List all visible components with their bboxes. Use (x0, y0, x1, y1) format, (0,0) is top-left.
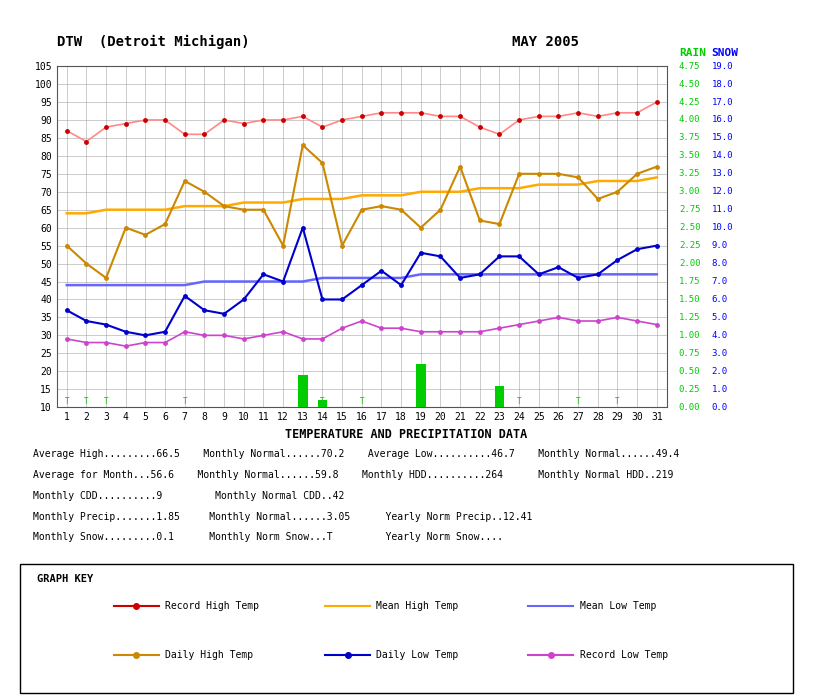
Text: DTW  (Detroit Michigan): DTW (Detroit Michigan) (57, 35, 250, 49)
Text: GRAPH KEY: GRAPH KEY (37, 574, 93, 584)
Text: Daily Low Temp: Daily Low Temp (376, 650, 459, 660)
Text: 0.50: 0.50 (679, 367, 700, 376)
Text: Record Low Temp: Record Low Temp (580, 650, 667, 660)
Text: 2.0: 2.0 (711, 367, 728, 376)
Text: RAIN: RAIN (679, 48, 706, 58)
Text: 3.25: 3.25 (679, 169, 700, 178)
Text: T: T (84, 397, 89, 406)
Text: 10.0: 10.0 (711, 223, 733, 232)
Text: 1.75: 1.75 (679, 277, 700, 286)
Text: 15.0: 15.0 (711, 134, 733, 143)
Text: Average High.........66.5    Monthly Normal......70.2    Average Low..........46: Average High.........66.5 Monthly Normal… (33, 449, 679, 459)
Text: 0.00: 0.00 (679, 403, 700, 411)
Text: 1.0: 1.0 (711, 385, 728, 394)
Text: 13.0: 13.0 (711, 169, 733, 178)
Text: 19.0: 19.0 (711, 62, 733, 70)
Text: 0.25: 0.25 (679, 385, 700, 394)
Bar (318, 400, 328, 407)
Text: 9.0: 9.0 (711, 241, 728, 250)
Text: 1.00: 1.00 (679, 331, 700, 340)
Text: T: T (104, 397, 108, 406)
Text: 2.50: 2.50 (679, 223, 700, 232)
Bar (298, 375, 307, 407)
Text: 4.75: 4.75 (679, 62, 700, 70)
Text: Mean Low Temp: Mean Low Temp (580, 601, 656, 611)
Text: 17.0: 17.0 (711, 97, 733, 106)
Text: 5.0: 5.0 (711, 313, 728, 322)
Text: Monthly Snow.........0.1      Monthly Norm Snow...T         Yearly Norm Snow....: Monthly Snow.........0.1 Monthly Norm Sn… (33, 532, 502, 542)
Text: T: T (517, 397, 521, 406)
Text: SNOW: SNOW (711, 48, 738, 58)
Text: 3.0: 3.0 (711, 349, 728, 358)
Text: 2.25: 2.25 (679, 241, 700, 250)
Text: T: T (576, 397, 580, 406)
Text: 4.25: 4.25 (679, 97, 700, 106)
Text: 16.0: 16.0 (711, 116, 733, 125)
Text: 2.75: 2.75 (679, 205, 700, 214)
Text: T: T (359, 397, 364, 406)
Text: 12.0: 12.0 (711, 187, 733, 196)
Text: Average for Month...56.6    Monthly Normal......59.8    Monthly HDD..........264: Average for Month...56.6 Monthly Normal.… (33, 470, 673, 480)
Bar (416, 364, 426, 407)
Bar (494, 386, 504, 407)
Text: 7.0: 7.0 (711, 277, 728, 286)
Text: 18.0: 18.0 (711, 79, 733, 88)
Text: 6.0: 6.0 (711, 295, 728, 304)
Text: 0.75: 0.75 (679, 349, 700, 358)
Text: 1.25: 1.25 (679, 313, 700, 322)
Text: Monthly Precip.......1.85     Monthly Normal......3.05      Yearly Norm Precip..: Monthly Precip.......1.85 Monthly Normal… (33, 512, 532, 521)
Text: 0.0: 0.0 (711, 403, 728, 411)
Text: T: T (64, 397, 69, 406)
Text: T: T (182, 397, 187, 406)
Text: Mean High Temp: Mean High Temp (376, 601, 459, 611)
Text: 3.00: 3.00 (679, 187, 700, 196)
Text: 11.0: 11.0 (711, 205, 733, 214)
Text: T: T (615, 397, 620, 406)
Text: TEMPERATURE AND PRECIPITATION DATA: TEMPERATURE AND PRECIPITATION DATA (285, 428, 528, 441)
Text: 14.0: 14.0 (711, 151, 733, 160)
Text: Daily High Temp: Daily High Temp (165, 650, 253, 660)
Text: 3.50: 3.50 (679, 151, 700, 160)
Text: 8.0: 8.0 (711, 259, 728, 268)
Text: 2.00: 2.00 (679, 259, 700, 268)
Text: 4.00: 4.00 (679, 116, 700, 125)
Text: 3.75: 3.75 (679, 134, 700, 143)
Text: T: T (320, 397, 324, 406)
Text: Monthly CDD..........9         Monthly Normal CDD..42: Monthly CDD..........9 Monthly Normal CD… (33, 491, 344, 500)
Text: MAY 2005: MAY 2005 (512, 35, 579, 49)
Text: Record High Temp: Record High Temp (165, 601, 259, 611)
Text: 4.50: 4.50 (679, 79, 700, 88)
Text: 4.0: 4.0 (711, 331, 728, 340)
Text: 1.50: 1.50 (679, 295, 700, 304)
